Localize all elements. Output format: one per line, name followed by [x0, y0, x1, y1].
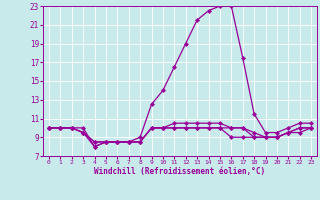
- X-axis label: Windchill (Refroidissement éolien,°C): Windchill (Refroidissement éolien,°C): [94, 167, 266, 176]
